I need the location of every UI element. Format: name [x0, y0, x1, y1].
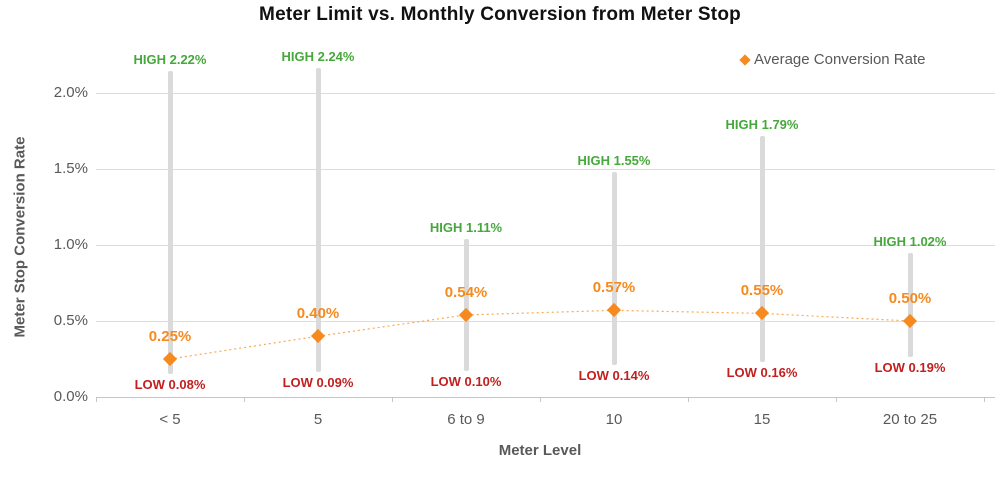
x-tick-mark [244, 397, 245, 402]
legend: Average Conversion Rate [739, 51, 926, 68]
x-axis-line [96, 397, 995, 398]
high-label: HIGH 2.24% [281, 48, 355, 64]
y-tick-label: 0.0% [53, 388, 88, 405]
low-label: LOW 0.08% [134, 376, 206, 392]
x-tick-mark [688, 397, 689, 402]
error-bar [611, 172, 617, 365]
error-bar [463, 239, 469, 371]
avg-value-label: 0.55% [740, 282, 784, 300]
x-axis-title: Meter Level [498, 442, 582, 459]
gridline [96, 169, 995, 170]
high-label: HIGH 1.55% [577, 153, 651, 169]
gridline [96, 93, 995, 94]
avg-value-label: 0.40% [296, 305, 340, 323]
gridline [96, 321, 995, 322]
high-label: HIGH 1.02% [873, 233, 947, 249]
y-tick-label: 0.5% [53, 312, 88, 329]
y-tick-label: 2.0% [53, 84, 88, 101]
y-tick-label: 1.0% [53, 236, 88, 253]
high-label: HIGH 1.11% [429, 220, 503, 236]
avg-value-label: 0.50% [888, 290, 932, 307]
avg-value-label: 0.25% [148, 328, 192, 345]
low-label: LOW 0.10% [430, 373, 502, 389]
x-tick-mark [392, 397, 393, 402]
x-category-label: 6 to 9 [447, 411, 485, 428]
low-label: LOW 0.09% [282, 375, 354, 391]
error-bar [167, 70, 173, 374]
error-bar [759, 135, 765, 362]
x-category-label: 20 to 25 [882, 411, 938, 428]
y-tick-label: 1.5% [53, 160, 88, 177]
x-tick-mark [984, 397, 985, 402]
x-category-label: 10 [605, 411, 623, 428]
low-label: LOW 0.14% [578, 367, 650, 383]
error-bar [315, 67, 321, 373]
x-tick-mark [836, 397, 837, 402]
x-category-label: 5 [313, 411, 323, 428]
chart-title: Meter Limit vs. Monthly Conversion from … [259, 4, 741, 25]
low-label: LOW 0.16% [726, 364, 798, 380]
avg-value-label: 0.54% [444, 283, 488, 301]
high-label: HIGH 1.79% [725, 116, 799, 132]
avg-value-label: 0.57% [592, 279, 636, 297]
x-category-label: 15 [753, 411, 771, 428]
error-bar [907, 252, 913, 358]
x-category-label: < 5 [159, 411, 181, 428]
low-label: LOW 0.19% [874, 360, 946, 376]
gridline [96, 245, 995, 246]
x-tick-mark [540, 397, 541, 402]
legend-label: Average Conversion Rate [754, 51, 926, 68]
high-label: HIGH 2.22% [133, 51, 207, 67]
x-tick-mark [96, 397, 97, 402]
